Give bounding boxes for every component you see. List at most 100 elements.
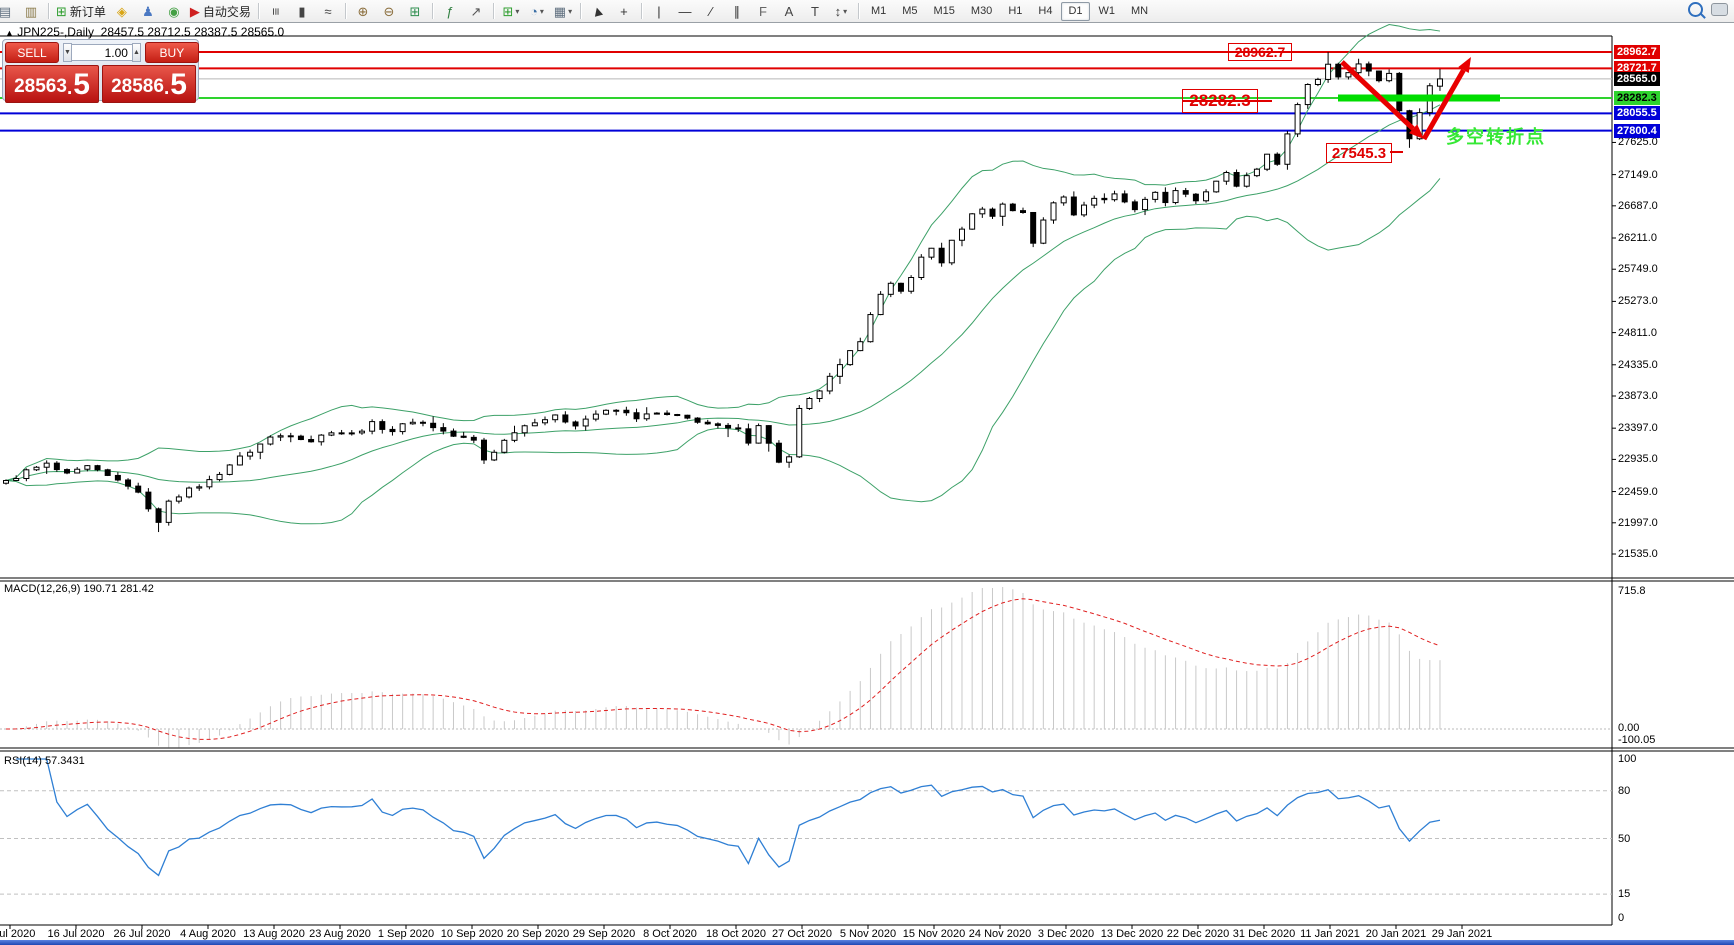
- toolbar-separator: [257, 3, 259, 19]
- text-icon[interactable]: A: [777, 2, 801, 20]
- bar-chart-icon[interactable]: ≡: [264, 2, 288, 20]
- period-icon[interactable]: ◔ ▾: [525, 2, 549, 20]
- sell-button[interactable]: SELL: [5, 42, 59, 63]
- price-tick: 23873.0: [1618, 390, 1658, 402]
- timeframe-m30[interactable]: M30: [970, 5, 993, 17]
- price-badge: 28282.3: [1614, 91, 1660, 106]
- toolbar-separator: [857, 3, 859, 19]
- search-icon[interactable]: [1688, 2, 1703, 17]
- add-indicator-icon[interactable]: ⊞ ▾: [499, 2, 523, 20]
- cursor-icon[interactable]: ▶: [586, 2, 610, 20]
- arrows-icon-dropdown[interactable]: ▾: [843, 6, 848, 16]
- signals-icon[interactable]: ◉: [162, 2, 186, 20]
- timeframe-mn[interactable]: MN: [1131, 5, 1149, 17]
- notifications-icon[interactable]: 1: [1711, 3, 1728, 16]
- deposit-icon[interactable]: ◈: [110, 2, 134, 20]
- zoom-out-icon: ⊖: [383, 3, 395, 19]
- date-label: 20 Jan 2021: [1365, 928, 1427, 940]
- rsi-tick: 80: [1618, 784, 1631, 797]
- price-badge: 28721.7: [1614, 61, 1660, 76]
- timeframe-h4[interactable]: H4: [1038, 5, 1053, 17]
- sell-price-dot: .: [66, 78, 73, 99]
- price-badge: 28055.5: [1614, 106, 1660, 121]
- rsi-tick: 100: [1618, 753, 1637, 765]
- autotrading-icon: ▶: [189, 3, 200, 19]
- timeframe-d1[interactable]: D1: [1061, 1, 1090, 21]
- date-label: 31 Dec 2020: [1232, 928, 1296, 940]
- sell-price-main: 28563: [14, 76, 67, 97]
- symbol-period: JPN225-,Daily: [17, 25, 94, 39]
- navigator-icon[interactable]: ▥: [19, 2, 43, 20]
- macd-tick: 715.8: [1618, 585, 1646, 597]
- period-icon-dropdown[interactable]: ▾: [539, 6, 544, 16]
- timeframe-h1[interactable]: H1: [1008, 5, 1023, 17]
- template-icon[interactable]: ▦ ▾: [551, 2, 575, 20]
- date-label: 3 Dec 2020: [1037, 928, 1095, 940]
- text-label-icon[interactable]: T: [803, 2, 827, 20]
- crosshair-icon: +: [620, 3, 628, 19]
- timeframe-m1[interactable]: M1: [870, 5, 887, 17]
- date-label: 29 Jan 2021: [1431, 928, 1493, 940]
- fibonacci-icon: F: [758, 3, 767, 19]
- buy-price-frac: 5: [170, 68, 187, 101]
- date-label: 20 Sep 2020: [506, 928, 570, 940]
- autotrading-icon[interactable]: ▶ 自动交易: [188, 2, 253, 20]
- date-label: 13 Aug 2020: [243, 928, 305, 940]
- period-icon: ◔: [530, 3, 538, 19]
- candlestick-chart-icon[interactable]: ▮: [290, 2, 314, 20]
- price-tick: 22459.0: [1618, 485, 1658, 498]
- line-chart-icon[interactable]: ≈: [316, 2, 340, 20]
- horizontal-line-icon: —: [678, 3, 692, 19]
- bar-chart-icon: ≡: [268, 7, 284, 15]
- equidistant-channel-icon[interactable]: ∥: [725, 2, 749, 20]
- vertical-line-icon[interactable]: |: [647, 2, 671, 20]
- tile-windows-icon: ⊞: [409, 3, 421, 19]
- rsi-tick: 50: [1618, 832, 1631, 845]
- fibonacci-icon[interactable]: F: [751, 2, 775, 20]
- date-label: 1 Sep 2020: [377, 928, 435, 940]
- chart-canvas[interactable]: [0, 22, 1734, 945]
- arrows-icon[interactable]: ↕ ▾: [829, 2, 853, 20]
- timeframe-m15[interactable]: M15: [933, 5, 955, 17]
- crosshair-icon[interactable]: +: [612, 2, 636, 20]
- tile-windows-icon[interactable]: ⊞: [403, 2, 427, 20]
- sell-price[interactable]: 28563 . 5: [5, 65, 99, 103]
- deposit-icon: ◈: [116, 3, 127, 19]
- new-order-icon[interactable]: ⊞ 新订单: [54, 2, 108, 20]
- toolbar-separator: [431, 3, 433, 19]
- buy-price-dot: .: [163, 78, 170, 99]
- timeframe-w1[interactable]: W1: [1098, 5, 1116, 17]
- navigator-icon: ▥: [24, 3, 38, 19]
- volume-down-button[interactable]: ▼: [63, 43, 72, 62]
- trendline-icon[interactable]: ∕: [699, 2, 723, 20]
- template-icon-dropdown[interactable]: ▾: [568, 6, 573, 16]
- buy-button[interactable]: BUY: [144, 42, 199, 63]
- zoom-in-icon[interactable]: ⊕: [351, 2, 375, 20]
- text-label-icon: T: [810, 3, 819, 19]
- collapse-icon[interactable]: ▲: [5, 28, 14, 38]
- add-indicator-icon-dropdown[interactable]: ▾: [515, 6, 520, 16]
- indicators-icon[interactable]: ƒ: [438, 2, 462, 20]
- objects-list-icon[interactable]: ↗: [464, 2, 488, 20]
- sell-price-frac: 5: [73, 68, 90, 101]
- horizontal-line-icon[interactable]: —: [673, 2, 697, 20]
- market-watch-icon[interactable]: ▤: [0, 2, 17, 20]
- rsi-label: RSI(14) 57.3431: [4, 755, 85, 767]
- toolbar-separator: [640, 3, 642, 19]
- annotation-low-label: 27545.3: [1326, 143, 1392, 163]
- timeframe-m5[interactable]: M5: [902, 5, 918, 17]
- buy-price[interactable]: 28586 . 5: [102, 65, 196, 103]
- zoom-out-icon[interactable]: ⊖: [377, 2, 401, 20]
- line-chart-icon: ≈: [324, 3, 332, 19]
- date-label: 24 Nov 2020: [968, 928, 1032, 940]
- chart-window[interactable]: ▲ JPN225-,Daily 28457.5 28712.5 28387.5 …: [0, 22, 1734, 940]
- toolbar-separator: [492, 3, 494, 19]
- macd-tick: -100.05: [1618, 734, 1656, 746]
- timeframe-bar: M1 M5 M15 M30 H1 H4 D1 W1 MN: [863, 1, 1156, 21]
- arrows-icon: ↕: [834, 3, 842, 19]
- trendline-icon: ∕: [709, 3, 713, 19]
- volume-input[interactable]: [71, 44, 132, 61]
- expert-advisors-icon[interactable]: ♟: [136, 2, 160, 20]
- volume-up-button[interactable]: ▲: [131, 43, 141, 62]
- date-label: 5 Nov 2020: [839, 928, 897, 940]
